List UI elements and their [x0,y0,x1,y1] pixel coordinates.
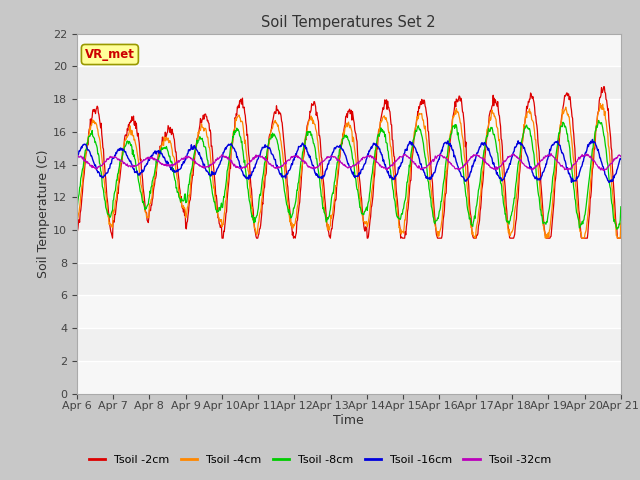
Tsoil -32cm [99,161,107,167]
Tsoil -8cm [99,185,107,191]
Bar [77,34,621,66]
Tsoil -32cm [73,153,81,158]
Tsoil -4cm [299,161,307,167]
Legend: Tsoil -2cm, Tsoil -4cm, Tsoil -8cm, Tsoil -16cm, Tsoil -32cm: Tsoil -2cm, Tsoil -4cm, Tsoil -8cm, Tsoi… [84,451,556,469]
Tsoil -4cm [596,101,604,107]
Tsoil -16cm [394,171,401,177]
Tsoil -4cm [617,220,625,226]
Tsoil -2cm [599,88,607,94]
Tsoil -2cm [617,234,625,240]
Tsoil -4cm [73,221,81,227]
Tsoil -4cm [174,177,182,183]
Y-axis label: Soil Temperature (C): Soil Temperature (C) [37,149,50,278]
Tsoil -8cm [394,214,401,220]
Tsoil -2cm [394,204,402,210]
Tsoil -16cm [73,156,81,161]
Bar [77,230,621,263]
Tsoil -2cm [175,171,182,177]
Tsoil -32cm [599,166,607,172]
Tsoil -16cm [590,139,598,144]
Tsoil -8cm [299,150,307,156]
Line: Tsoil -2cm: Tsoil -2cm [77,86,621,238]
Tsoil -16cm [589,137,596,143]
Tsoil -16cm [599,163,607,169]
Tsoil -8cm [595,118,602,123]
Tsoil -16cm [299,140,307,146]
Tsoil -8cm [617,204,625,210]
Line: Tsoil -8cm: Tsoil -8cm [77,120,621,229]
Tsoil -2cm [300,156,307,162]
Tsoil -2cm [109,235,116,241]
Tsoil -32cm [617,154,625,159]
Tsoil -16cm [99,175,107,180]
Tsoil -32cm [547,151,555,156]
Tsoil -16cm [605,180,612,185]
Tsoil -4cm [590,142,598,148]
Title: Soil Temperatures Set 2: Soil Temperatures Set 2 [262,15,436,30]
Tsoil -16cm [174,168,182,174]
Bar [77,99,621,132]
Bar [77,295,621,328]
Tsoil -4cm [600,106,607,112]
Tsoil -4cm [99,164,107,170]
Text: VR_met: VR_met [85,48,135,61]
Tsoil -2cm [99,145,107,151]
Tsoil -2cm [590,145,598,151]
Tsoil -2cm [600,84,607,89]
Tsoil -4cm [394,205,401,211]
Bar [77,165,621,197]
Tsoil -4cm [471,235,479,241]
Tsoil -32cm [590,158,598,164]
Tsoil -2cm [73,227,81,232]
X-axis label: Time: Time [333,414,364,427]
Tsoil -32cm [299,159,307,165]
Tsoil -32cm [600,168,607,173]
Tsoil -32cm [174,159,182,165]
Tsoil -32cm [394,156,401,162]
Bar [77,361,621,394]
Line: Tsoil -32cm: Tsoil -32cm [77,154,621,170]
Tsoil -8cm [174,189,182,195]
Line: Tsoil -16cm: Tsoil -16cm [77,140,621,182]
Tsoil -16cm [617,156,625,162]
Tsoil -8cm [613,227,621,232]
Line: Tsoil -4cm: Tsoil -4cm [77,104,621,238]
Tsoil -8cm [73,201,81,207]
Tsoil -8cm [599,125,607,131]
Tsoil -8cm [589,139,597,145]
